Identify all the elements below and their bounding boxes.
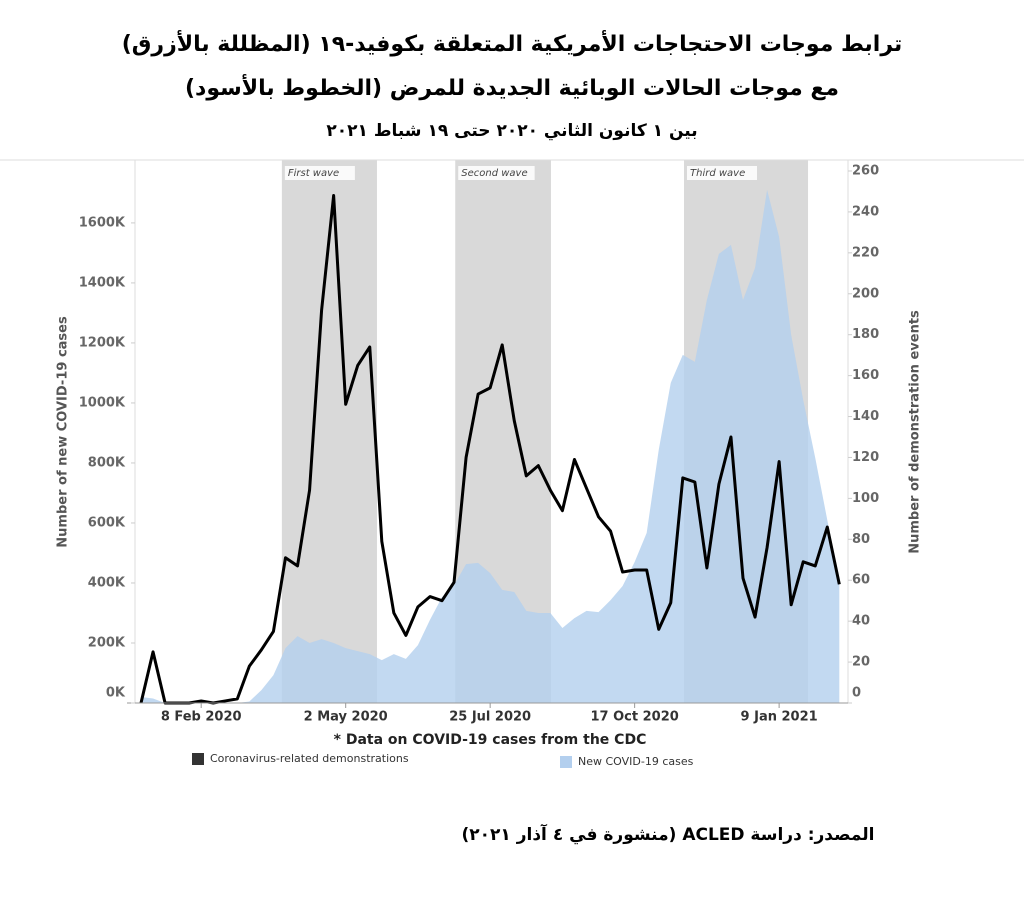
wave-label-bg xyxy=(458,166,535,180)
note: * Data on COVID-19 cases from the CDC xyxy=(334,732,647,748)
y2-tick-label: 160 xyxy=(852,368,879,383)
x-tick-label: 17 Oct 2020 xyxy=(590,710,678,725)
y-tick-label: 600K xyxy=(88,515,126,530)
y2-tick-label: 100 xyxy=(852,491,879,506)
y2-tick-label: 180 xyxy=(852,327,879,342)
y-tick-label: 800K xyxy=(88,455,126,470)
chart-title: مع موجات الحالات الوبائية الجديدة للمرض … xyxy=(185,73,839,101)
y2-tick-label: 0 xyxy=(852,686,861,701)
y2-tick-label: 200 xyxy=(852,286,879,301)
y2-tick-label: 80 xyxy=(852,532,870,547)
legend-swatch xyxy=(560,756,572,768)
line xyxy=(139,194,841,705)
legend-label: New COVID-19 cases xyxy=(578,755,694,768)
wave-label-bg xyxy=(284,166,355,180)
y2-tick-label: 260 xyxy=(852,164,879,179)
y2-tick-label: 60 xyxy=(852,573,870,588)
wave-label: Second wave xyxy=(461,168,527,179)
y2-tick-label: 220 xyxy=(852,245,879,260)
y2-tick-label: 240 xyxy=(852,204,879,219)
wave-label: Third wave xyxy=(690,168,745,179)
y2-tick-label: 20 xyxy=(852,655,870,670)
x-tick-label: 9 Jan 2021 xyxy=(741,710,818,725)
y2-tick-label: 120 xyxy=(852,450,879,465)
wave-label: First wave xyxy=(288,168,339,179)
area xyxy=(141,189,840,703)
x-tick-label: 8 Feb 2020 xyxy=(161,710,242,725)
x-tick-label: 25 Jul 2020 xyxy=(449,710,531,725)
source: المصدر: دراسة ACLED (منشورة في ٤ آذار ٢٠… xyxy=(462,823,875,845)
wave-band xyxy=(281,160,377,703)
y-axis-label: Number of new COVID-19 cases xyxy=(56,316,71,548)
legend-swatch xyxy=(192,753,204,765)
y2-tick-label: 40 xyxy=(852,614,870,629)
y-tick-label: 200K xyxy=(88,635,126,650)
chart-subtitle: بين ١ كانون الثاني ٢٠٢٠ حتى ١٩ شباط ٢٠٢١ xyxy=(326,121,697,141)
legend-label: Coronavirus-related demonstrations xyxy=(210,752,409,765)
x-tick-label: 2 May 2020 xyxy=(304,710,388,725)
y-tick-label: 0K xyxy=(106,686,126,701)
y-tick-label: 1000K xyxy=(79,395,126,410)
wave-label-bg xyxy=(687,166,758,180)
y-tick-label: 400K xyxy=(88,575,126,590)
y-tick-label: 1600K xyxy=(79,215,126,230)
y-tick-label: 1400K xyxy=(79,275,126,290)
y-tick-label: 1200K xyxy=(79,335,126,350)
y2-tick-label: 140 xyxy=(852,409,879,424)
y2-axis-label: Number of demonstration events xyxy=(908,310,923,554)
chart-title: ترابط موجات الاحتجاجات الأمريكية المتعلق… xyxy=(122,29,903,57)
